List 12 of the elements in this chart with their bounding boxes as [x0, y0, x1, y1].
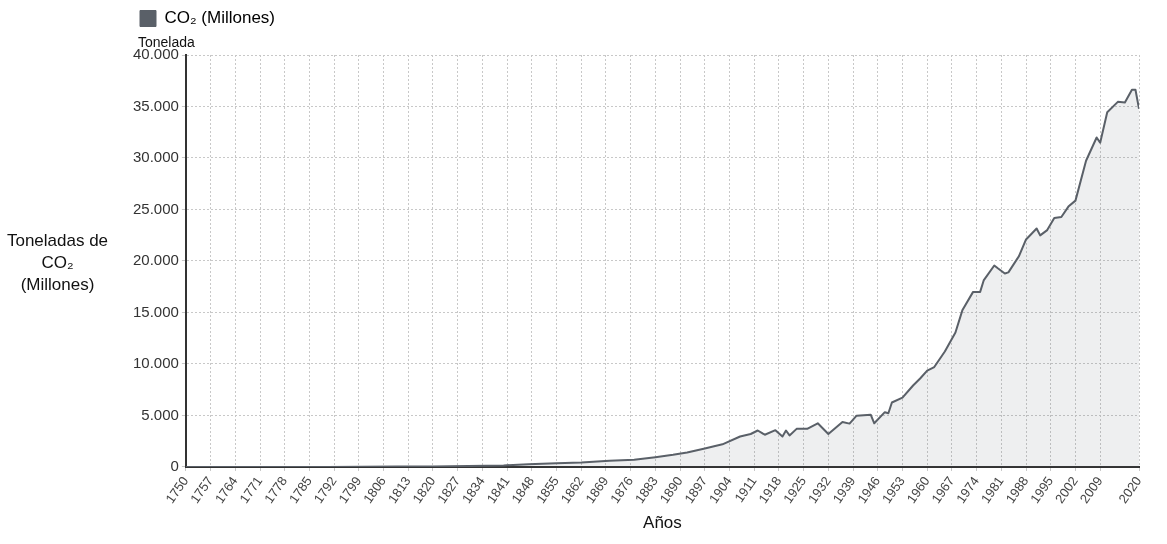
y-tick-label: 35.000	[132, 96, 179, 114]
y-tick-label: 5.000	[141, 405, 179, 423]
y-tick-label: 25.000	[132, 199, 179, 217]
text: Tonelada	[138, 34, 195, 50]
y-tick-label: 30.000	[132, 148, 179, 166]
x-axis-title: Años	[643, 513, 682, 533]
y-tick-label: 15.000	[132, 302, 179, 320]
y-tick-label: 10.000	[132, 354, 179, 372]
y-tick-label: 20.000	[132, 251, 179, 269]
y-axis-title: Toneladas de CO₂ (Millones)	[5, 230, 110, 296]
legend-label: CO₂ (Millones)	[164, 8, 275, 28]
y-tick-label: 0	[170, 457, 179, 475]
